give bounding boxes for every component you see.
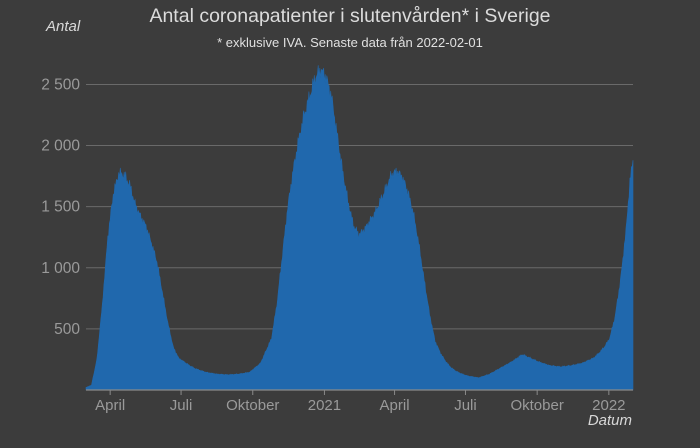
y-tick-label: 1 500 — [41, 199, 80, 216]
x-tick-label: Oktober — [510, 397, 563, 414]
x-tick-label: Oktober — [226, 397, 279, 414]
x-axis-label: Datum — [587, 412, 632, 429]
y-tick-label: 1 000 — [41, 260, 80, 277]
chart-subtitle: * exklusive IVA. Senaste data från 2022-… — [217, 35, 483, 50]
y-tick-label: 2 000 — [41, 138, 80, 155]
x-tick-label: 2022 — [592, 397, 625, 414]
chart-title: Antal coronapatienter i slutenvården* i … — [149, 5, 551, 27]
x-tick-label: Juli — [170, 397, 193, 414]
y-tick-label: 500 — [54, 321, 80, 338]
x-tick-label: Juli — [454, 397, 477, 414]
x-tick-label: April — [95, 397, 125, 414]
x-tick-label: 2021 — [308, 397, 341, 414]
x-tick-label: April — [380, 397, 410, 414]
y-tick-label: 2 500 — [41, 76, 80, 93]
series-area — [85, 65, 634, 391]
y-axis-label: Antal — [46, 18, 81, 35]
